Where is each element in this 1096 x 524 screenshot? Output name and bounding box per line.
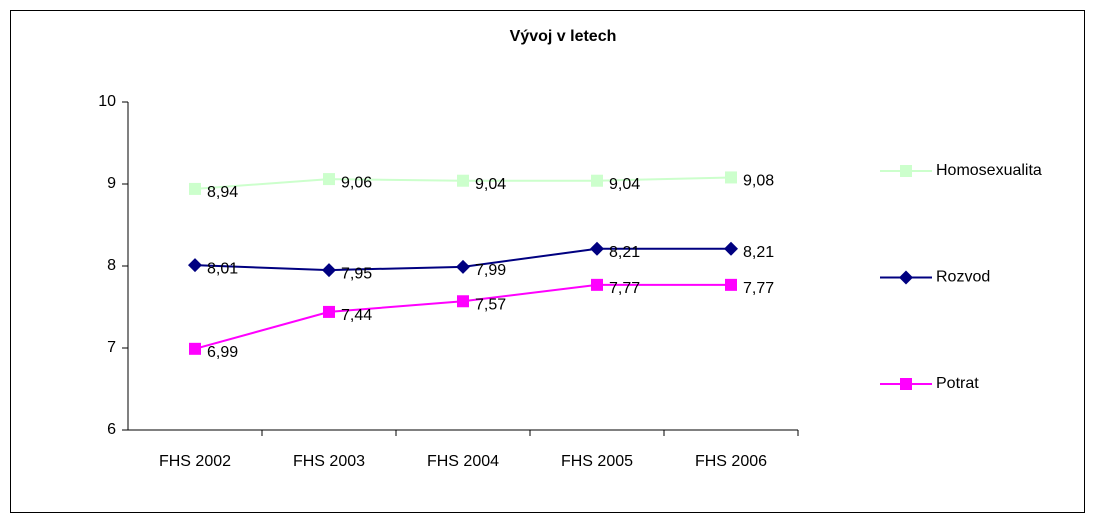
x-tick-label: FHS 2002 [159,453,231,470]
data-point [322,263,336,278]
x-tick-label: FHS 2006 [695,453,767,470]
data-point [590,241,604,256]
data-label: 7,44 [341,307,372,324]
legend-label: Potrat [936,375,979,392]
data-label: 8,94 [207,184,238,201]
data-point [189,342,201,355]
data-point [457,295,469,308]
data-label: 8,01 [207,260,238,277]
data-label: 8,21 [743,244,774,261]
data-label: 7,95 [341,265,372,282]
data-label: 6,99 [207,344,238,361]
data-point [725,171,737,184]
data-label: 7,77 [609,280,640,297]
x-tick-label: FHS 2004 [427,453,499,470]
x-tick-label: FHS 2003 [293,453,365,470]
data-point [323,173,335,186]
data-point [456,259,470,274]
data-point [188,258,202,273]
data-point [457,174,469,187]
legend-marker [899,270,913,285]
legend-marker [900,378,912,390]
y-tick-label: 6 [107,421,116,438]
data-point [724,241,738,256]
data-label: 7,99 [475,262,506,279]
y-tick-label: 9 [107,175,116,192]
y-tick-label: 7 [107,339,116,356]
data-point [725,278,737,291]
data-label: 9,06 [341,174,372,191]
y-tick-label: 8 [107,257,116,274]
data-point [591,278,603,291]
data-label: 8,21 [609,244,640,261]
data-point [591,174,603,187]
data-point [189,182,201,195]
data-label: 7,77 [743,280,774,297]
data-label: 7,57 [475,296,506,313]
data-point [323,305,335,318]
x-tick-label: FHS 2005 [561,453,633,470]
data-label: 9,04 [609,176,640,193]
data-label: 9,08 [743,173,774,190]
legend-label: Rozvod [936,269,990,286]
y-tick-label: 10 [98,93,116,110]
legend-label: Homosexualita [936,162,1042,179]
chart-frame [10,10,1085,513]
chart-title: Vývoj v letech [510,28,617,45]
data-label: 9,04 [475,176,506,193]
legend-marker [900,165,912,177]
